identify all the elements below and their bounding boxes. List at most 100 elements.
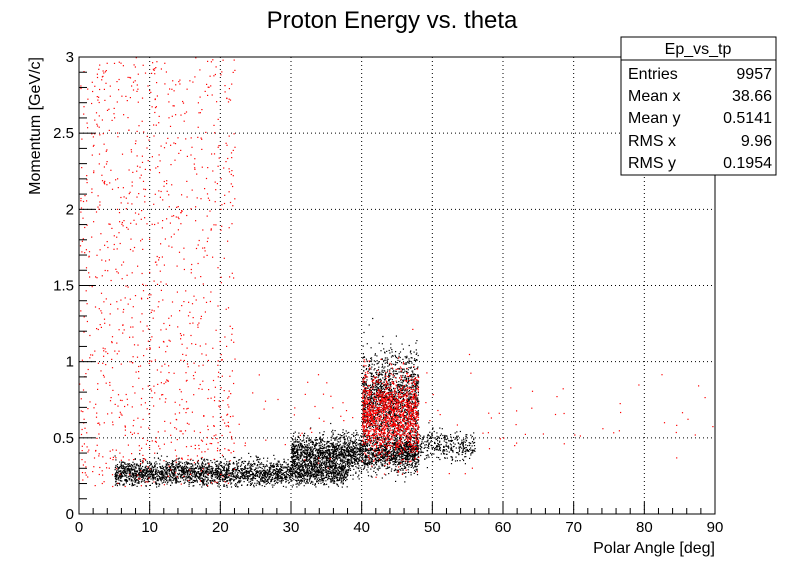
data-point [138,473,140,475]
data-point [401,467,403,469]
data-point [365,448,367,451]
data-point [154,477,156,479]
data-point [309,475,311,477]
data-point [304,432,306,434]
data-point [257,456,259,458]
data-point [342,482,344,484]
data-point [182,476,184,478]
data-point [240,468,242,470]
data-point [331,435,333,437]
data-point [202,470,204,472]
data-point [289,475,291,477]
data-point [196,461,199,463]
data-point [212,467,214,469]
data-point [145,459,147,461]
data-point [390,455,392,457]
data-point [401,451,403,454]
data-point [263,477,265,479]
data-point [279,468,281,470]
data-point [237,471,239,473]
data-point [401,456,403,458]
data-point [329,454,332,456]
data-point [293,462,295,464]
data-point [222,478,224,480]
data-point [262,480,264,482]
data-point [305,482,307,485]
data-point [341,471,343,473]
data-point [260,478,262,480]
data-point [192,469,194,471]
data-point [235,474,237,476]
data-point [361,443,363,445]
data-point [134,465,136,467]
data-point [293,455,295,457]
data-point [149,484,151,486]
data-point [321,454,323,456]
data-point [297,467,299,469]
data-point [402,469,404,471]
data-point [206,480,208,482]
data-point [117,472,119,474]
data-point [402,458,404,460]
data-point [325,447,327,449]
data-point [339,467,341,469]
data-point [383,458,385,460]
data-point [334,446,336,449]
data-point [273,484,275,486]
data-point [363,445,365,447]
data-point [315,459,317,461]
data-point [317,453,319,455]
data-point [202,481,204,483]
data-point [152,479,154,481]
data-point [383,465,386,467]
data-point [387,455,389,457]
data-point [192,479,194,481]
data-point [115,464,117,467]
data-point [161,482,163,484]
data-point [291,458,293,460]
data-point [378,445,380,447]
data-point [359,449,361,451]
data-point [238,459,240,461]
data-point [341,464,343,466]
data-point [278,461,280,463]
data-point [365,454,367,456]
data-point [300,469,303,471]
data-point [353,468,355,470]
data-point [146,475,148,477]
data-point [305,453,307,455]
data-point [310,469,312,471]
data-point [356,467,358,469]
data-point [134,481,136,483]
data-point [394,464,396,466]
data-point [274,477,276,479]
data-point [315,449,317,451]
data-point [383,457,385,459]
data-point [242,472,244,474]
data-point [349,459,351,461]
data-point [116,470,118,472]
data-point [310,465,312,467]
data-point [382,460,384,462]
data-point [118,471,120,473]
data-point [275,473,277,475]
data-point [142,470,144,472]
data-point [231,473,234,475]
data-point [298,466,300,468]
data-point [324,444,326,446]
data-point [348,463,350,465]
data-point [390,459,392,461]
data-point [308,471,310,473]
data-point [114,475,116,478]
data-point [309,453,311,455]
data-point [307,446,309,448]
data-point [173,466,175,468]
data-point [222,480,224,482]
data-point [257,467,259,469]
data-point [342,431,344,434]
data-point [247,471,249,473]
data-point [207,479,209,481]
data-point [332,460,334,462]
data-point [371,425,373,427]
data-point [178,472,181,474]
